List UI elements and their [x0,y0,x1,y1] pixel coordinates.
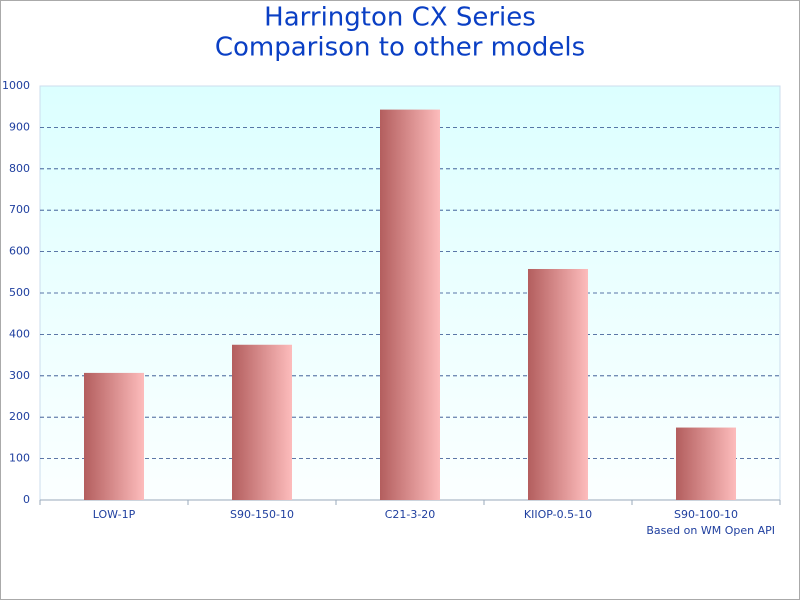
bar [232,344,292,500]
y-tick-label: 200 [9,410,30,423]
chart-subtitle: Comparison to other models [215,33,585,63]
bar [84,372,144,500]
x-tick-label: S90-100-10 [674,508,738,521]
bar [676,427,736,500]
y-tick-label: 1000 [2,79,30,92]
y-tick-label: 800 [9,162,30,175]
y-tick-label: 0 [23,493,30,506]
chart-title: Harrington CX Series [264,3,536,33]
x-tick-label: KIIOP-0.5-10 [524,508,592,521]
y-tick-label: 900 [9,120,30,133]
y-tick-label: 400 [9,327,30,340]
x-tick-label: C21-3-20 [385,508,436,521]
y-tick-label: 100 [9,452,30,465]
bar [380,109,440,501]
annotation: Based on WM Open API [646,524,775,537]
y-tick-label: 600 [9,245,30,258]
x-tick-label: S90-150-10 [230,508,294,521]
bar [528,268,588,500]
y-tick-label: 300 [9,369,30,382]
y-tick-label: 500 [9,286,30,299]
y-tick-label: 700 [9,203,30,216]
x-tick-label: LOW-1P [93,508,136,521]
